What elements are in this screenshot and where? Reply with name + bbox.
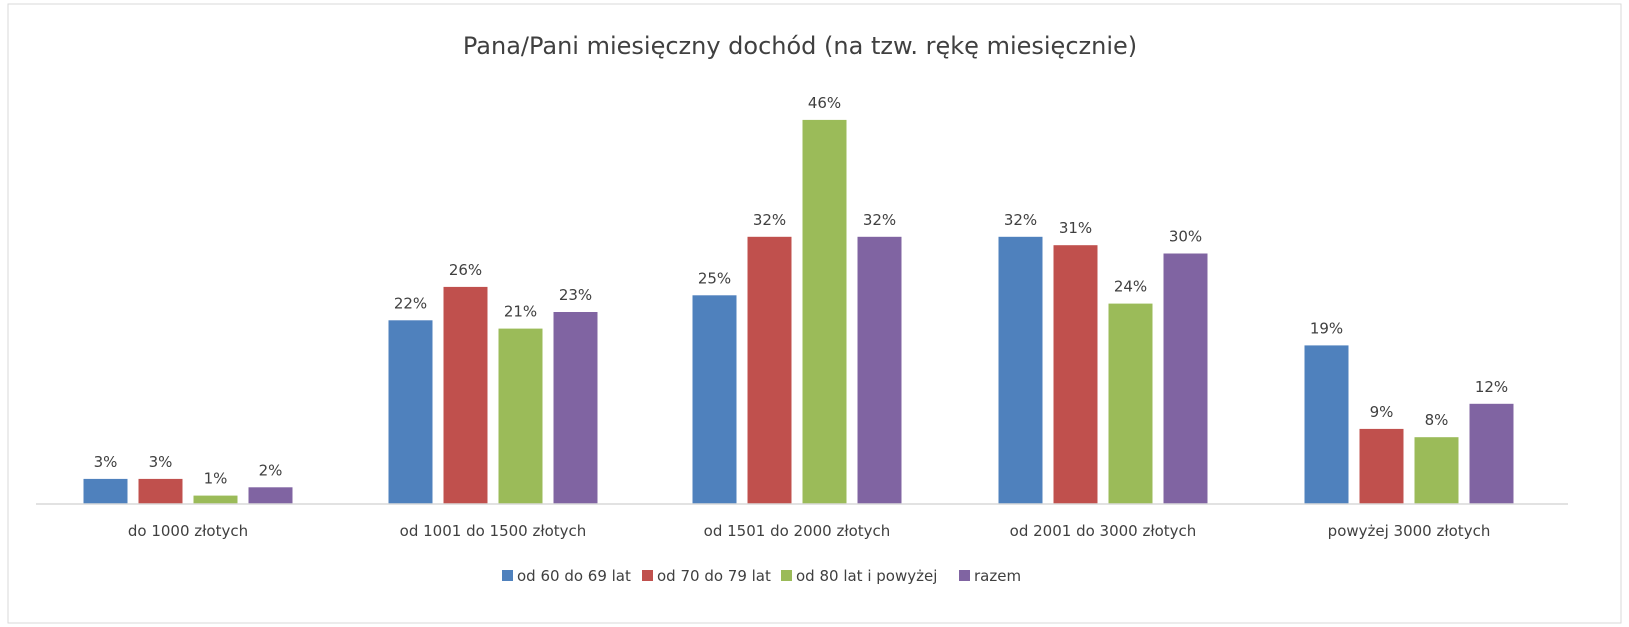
bar	[998, 236, 1043, 505]
data-label: 32%	[1004, 211, 1037, 229]
bar	[138, 478, 183, 504]
bar	[1304, 345, 1349, 505]
legend-label: razem	[974, 567, 1021, 585]
bar	[388, 320, 433, 504]
chart-title: Pana/Pani miesięczny dochód (na tzw. ręk…	[463, 32, 1137, 60]
legend-swatch	[959, 570, 970, 581]
legend-label: od 80 lat i powyżej	[796, 567, 937, 585]
bar	[1053, 245, 1098, 504]
legend-item: od 60 do 69 lat	[502, 567, 631, 585]
bar	[193, 495, 238, 504]
category-label: powyżej 3000 złotych	[1328, 522, 1491, 540]
data-label: 12%	[1475, 378, 1508, 396]
bar	[802, 119, 847, 505]
bars-layer: 3% 3% 1% 2% 22% 26% 21% 23% 25% 32% 46% 32% 32% 31% 24…	[83, 94, 1514, 505]
data-label: 21%	[504, 303, 537, 321]
legend-label: od 70 do 79 lat	[657, 567, 771, 585]
legend-label: od 60 do 69 lat	[517, 567, 631, 585]
bar	[553, 312, 598, 504]
data-label: 25%	[698, 269, 731, 287]
category-label: od 2001 do 3000 złotych	[1010, 522, 1197, 540]
data-label: 26%	[449, 261, 482, 279]
data-label: 32%	[863, 211, 896, 229]
legend-swatch	[781, 570, 792, 581]
category-label: od 1501 do 2000 złotych	[704, 522, 891, 540]
category-label: do 1000 złotych	[128, 522, 248, 540]
category-label: od 1001 do 1500 złotych	[400, 522, 587, 540]
bar	[443, 286, 488, 504]
data-label: 8%	[1425, 411, 1449, 429]
bar	[747, 236, 792, 505]
data-label: 2%	[259, 461, 283, 479]
bar	[857, 236, 902, 505]
bar	[692, 295, 737, 505]
data-label: 3%	[94, 453, 118, 471]
legend: od 60 do 69 lat od 70 do 79 lat od 80 lat …	[502, 567, 1021, 585]
bar	[83, 478, 128, 504]
bar	[248, 487, 293, 504]
data-label: 30%	[1169, 228, 1202, 246]
bar	[1108, 303, 1153, 504]
data-label: 24%	[1114, 278, 1147, 296]
category-labels: do 1000 złotych od 1001 do 1500 złotych od…	[128, 522, 1490, 540]
data-label: 46%	[808, 94, 841, 112]
data-label: 31%	[1059, 219, 1092, 237]
data-label: 23%	[559, 286, 592, 304]
data-label: 3%	[149, 453, 173, 471]
bar	[1414, 437, 1459, 504]
data-label: 22%	[394, 294, 427, 312]
bar	[1163, 253, 1208, 504]
legend-swatch	[502, 570, 513, 581]
legend-item: od 70 do 79 lat	[642, 567, 771, 585]
legend-item: od 80 lat i powyżej	[781, 567, 937, 585]
bar	[498, 328, 543, 504]
legend-item: razem	[959, 567, 1021, 585]
data-label: 9%	[1370, 403, 1394, 421]
data-label: 32%	[753, 211, 786, 229]
legend-swatch	[642, 570, 653, 581]
bar	[1469, 403, 1514, 504]
data-label: 1%	[204, 470, 228, 488]
data-label: 19%	[1310, 319, 1343, 337]
bar	[1359, 428, 1404, 504]
